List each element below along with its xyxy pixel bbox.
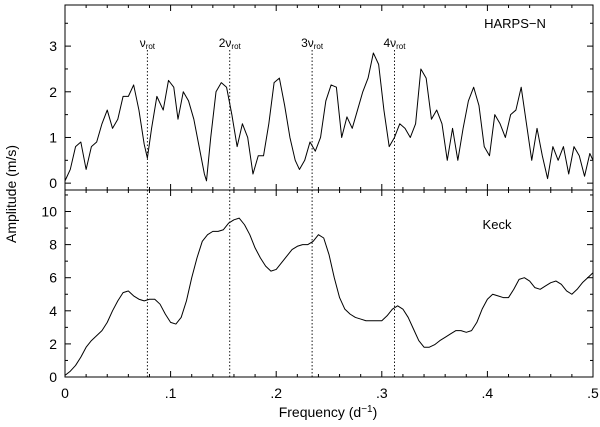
y-tick-label: 0 [49, 175, 57, 191]
harmonic-label-2: 2νrot [219, 36, 242, 51]
panel-0: 0 1 2 3 HARPS−N [49, 4, 594, 191]
harmonic-label-4: 4νrot [383, 36, 406, 51]
harmonic-symbol: 2ν [219, 36, 232, 50]
series-line-0 [64, 52, 594, 182]
panel-frame [64, 4, 594, 191]
harmonic-subscript: rot [314, 42, 324, 51]
x-axis-label-main: Frequency (d [279, 404, 361, 420]
y-tick-label: 0 [49, 369, 57, 385]
y-axis-label: Amplitude (m/s) [3, 145, 19, 243]
x-axis-label-end: ) [373, 404, 378, 420]
y-tick-label: 10 [41, 204, 57, 220]
x-tick-label: 0 [61, 385, 69, 401]
x-tick-label: .4 [482, 385, 494, 401]
y-tick-label: 6 [49, 270, 57, 286]
harmonic-subscript: rot [146, 42, 156, 51]
harmonic-label-3: 3νrot [301, 36, 324, 51]
panel-frame [64, 189, 594, 378]
y-tick-label: 4 [49, 303, 57, 319]
x-tick-label: .2 [270, 385, 282, 401]
y-tick-label: 3 [49, 38, 57, 54]
panel-title-1: Keck [483, 217, 512, 232]
harmonic-symbol: ν [140, 36, 146, 50]
x-tick-label: .3 [376, 385, 388, 401]
harmonic-label-1: νrot [140, 36, 156, 51]
y-tick-label: 2 [49, 336, 57, 352]
y-tick-label: 1 [49, 129, 57, 145]
harmonic-subscript: rot [231, 42, 241, 51]
x-axis-label: Frequency (d−1) [279, 404, 378, 420]
x-tick-label: .1 [165, 385, 177, 401]
harmonic-symbol: 4ν [383, 36, 396, 50]
panel-1: 0 2 4 6 8 10 Keck [41, 189, 594, 385]
y-tick-label: 8 [49, 237, 57, 253]
series-line-1 [64, 217, 594, 376]
x-axis-label-sup: −1 [361, 404, 373, 415]
harmonic-labels: νrot 2νrot 3νrot 4νrot [140, 36, 407, 51]
x-tick-label: .5 [587, 385, 599, 401]
panel-title-0: HARPS−N [484, 16, 546, 31]
x-tick-labels: 0 .1 .2 .3 .4 .5 [61, 385, 599, 401]
harmonic-subscript: rot [396, 42, 406, 51]
harmonic-symbol: 3ν [301, 36, 314, 50]
y-tick-label: 2 [49, 84, 57, 100]
